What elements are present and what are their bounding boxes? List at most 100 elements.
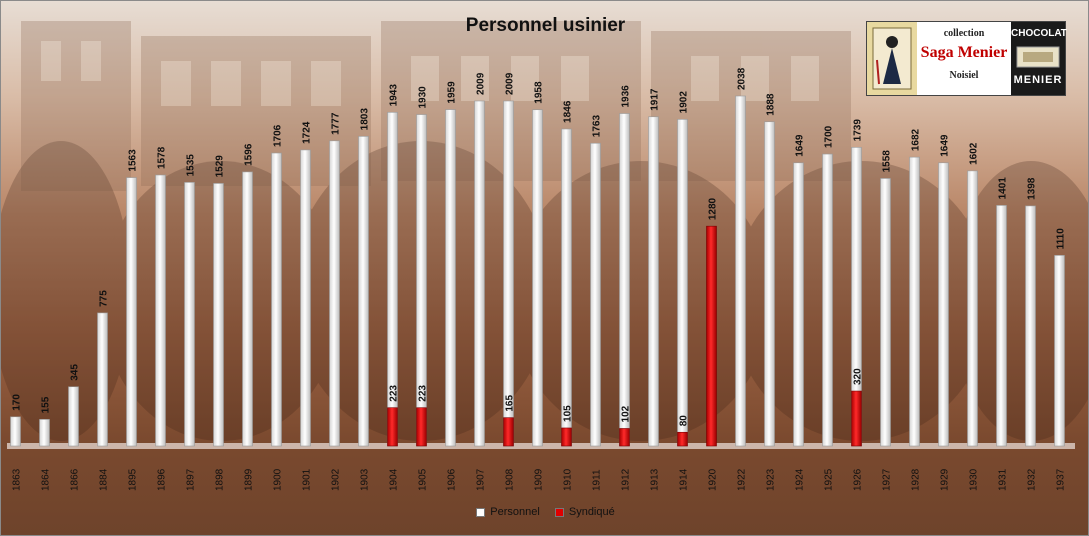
bar-personnel-1864 (39, 419, 50, 447)
bar-personnel-1906 (445, 109, 456, 447)
x-tick-label-1904: 1904 (389, 468, 400, 491)
x-tick-label-1922: 1922 (737, 468, 748, 491)
bar-personnel-1884 (97, 312, 108, 447)
bar-personnel-1902 (329, 140, 340, 447)
data-label-personnel-1909: 1958 (534, 81, 545, 104)
legend-label-personnel: Personnel (490, 506, 540, 518)
x-tick-label-1926: 1926 (853, 468, 864, 491)
data-label-syndique-1904: 223 (389, 385, 400, 402)
data-label-personnel-1929: 1649 (940, 134, 951, 157)
bar-syndique-1910 (561, 427, 572, 447)
data-label-personnel-1912: 1936 (621, 85, 632, 108)
bar-personnel-1898 (213, 183, 224, 447)
logo-brand-bottom: MENIER (1013, 74, 1063, 86)
bar-syndique-1920 (706, 225, 717, 447)
x-tick-label-1932: 1932 (1027, 468, 1038, 491)
data-label-personnel-1924: 1649 (795, 134, 806, 157)
x-tick-label-1937: 1937 (1056, 468, 1067, 491)
bar-personnel-1922 (735, 95, 746, 447)
data-label-personnel-1895: 1563 (128, 149, 139, 172)
x-tick-label-1906: 1906 (447, 468, 458, 491)
data-label-personnel-1907: 2009 (476, 72, 487, 95)
x-tick-label-1899: 1899 (244, 468, 255, 491)
x-tick-label-1902: 1902 (331, 468, 342, 491)
data-label-syndique-1905: 223 (418, 385, 429, 402)
data-label-personnel-1927: 1558 (882, 150, 893, 173)
x-tick-label-1863: 1863 (12, 468, 23, 491)
bar-personnel-1923 (764, 121, 775, 447)
x-tick-label-1929: 1929 (940, 468, 951, 491)
x-tick-label-1897: 1897 (186, 468, 197, 491)
bar-personnel-1927 (880, 178, 891, 447)
data-label-personnel-1923: 1888 (766, 93, 777, 116)
bar-personnel-1930 (967, 170, 978, 447)
data-label-personnel-1884: 775 (99, 290, 110, 307)
data-label-syndique-1908: 165 (505, 395, 516, 412)
legend-swatch-syndique (554, 507, 564, 517)
x-tick-label-1884: 1884 (99, 468, 110, 491)
legend-item-personnel: Personnel (476, 506, 540, 518)
bar-syndique-1914 (677, 431, 688, 447)
data-label-personnel-1937: 1110 (1056, 228, 1067, 250)
x-tick-label-1923: 1923 (766, 468, 777, 491)
x-tick-label-1900: 1900 (273, 468, 284, 491)
data-label-personnel-1863: 170 (12, 394, 23, 411)
bar-personnel-1929 (938, 162, 949, 447)
chart-title: Personnel usinier (465, 15, 626, 36)
bar-personnel-1901 (300, 149, 311, 447)
bar-personnel-1928 (909, 156, 920, 447)
data-label-personnel-1906: 1959 (447, 81, 458, 104)
data-label-syndique-1926: 320 (853, 368, 864, 385)
data-label-syndique-1910: 105 (563, 405, 574, 422)
data-label-personnel-1905: 1930 (418, 86, 429, 109)
data-label-personnel-1928: 1682 (911, 128, 922, 151)
bar-personnel-1866 (68, 386, 79, 447)
x-tick-label-1913: 1913 (650, 468, 661, 491)
x-tick-label-1866: 1866 (70, 468, 81, 491)
chart-legend: Personnel Syndiqué (1, 506, 1088, 518)
bar-personnel-1899 (242, 171, 253, 447)
x-tick-label-1896: 1896 (157, 468, 168, 491)
x-tick-label-1905: 1905 (418, 468, 429, 491)
data-label-personnel-1926: 1739 (853, 119, 864, 142)
x-tick-label-1924: 1924 (795, 468, 806, 491)
data-label-personnel-1898: 1529 (215, 155, 226, 178)
x-tick-label-1901: 1901 (302, 468, 313, 491)
x-tick-label-1909: 1909 (534, 468, 545, 491)
data-label-personnel-1932: 1398 (1027, 177, 1038, 200)
data-label-personnel-1922: 2038 (737, 67, 748, 90)
data-label-personnel-1913: 1917 (650, 88, 661, 111)
data-label-personnel-1904: 1943 (389, 84, 400, 107)
bar-personnel-1907 (474, 100, 485, 447)
bar-personnel-1931 (996, 205, 1007, 447)
logo-collection-text: collection (943, 28, 985, 39)
data-label-personnel-1931: 1401 (998, 177, 1009, 200)
x-tick-label-1912: 1912 (621, 468, 632, 491)
x-tick-label-1898: 1898 (215, 468, 226, 491)
data-label-personnel-1930: 1602 (969, 142, 980, 165)
data-label-personnel-1866: 345 (70, 364, 81, 381)
bar-personnel-1900 (271, 152, 282, 447)
x-tick-label-1927: 1927 (882, 468, 893, 491)
data-label-personnel-1910: 1846 (563, 100, 574, 123)
bar-syndique-1905 (416, 407, 427, 447)
data-label-personnel-1900: 1706 (273, 124, 284, 147)
bar-syndique-1908 (503, 417, 514, 447)
data-label-personnel-1911: 1763 (592, 115, 603, 138)
bar-syndique-1904 (387, 407, 398, 447)
x-tick-label-1914: 1914 (679, 468, 690, 491)
bar-syndique-1926 (851, 390, 862, 447)
bar-syndique-1912 (619, 428, 630, 447)
data-label-syndique-1912: 102 (621, 405, 632, 422)
bar-personnel-1908 (503, 100, 514, 447)
data-label-personnel-1864: 155 (41, 396, 52, 413)
data-label-personnel-1896: 1578 (157, 146, 168, 169)
bar-personnel-1909 (532, 109, 543, 447)
data-label-syndique-1914: 80 (679, 415, 690, 427)
bar-personnel-1911 (590, 142, 601, 447)
data-label-personnel-1914: 1902 (679, 91, 690, 114)
x-tick-label-1910: 1910 (563, 468, 574, 491)
bar-personnel-1913 (648, 116, 659, 447)
bar-personnel-1924 (793, 162, 804, 447)
